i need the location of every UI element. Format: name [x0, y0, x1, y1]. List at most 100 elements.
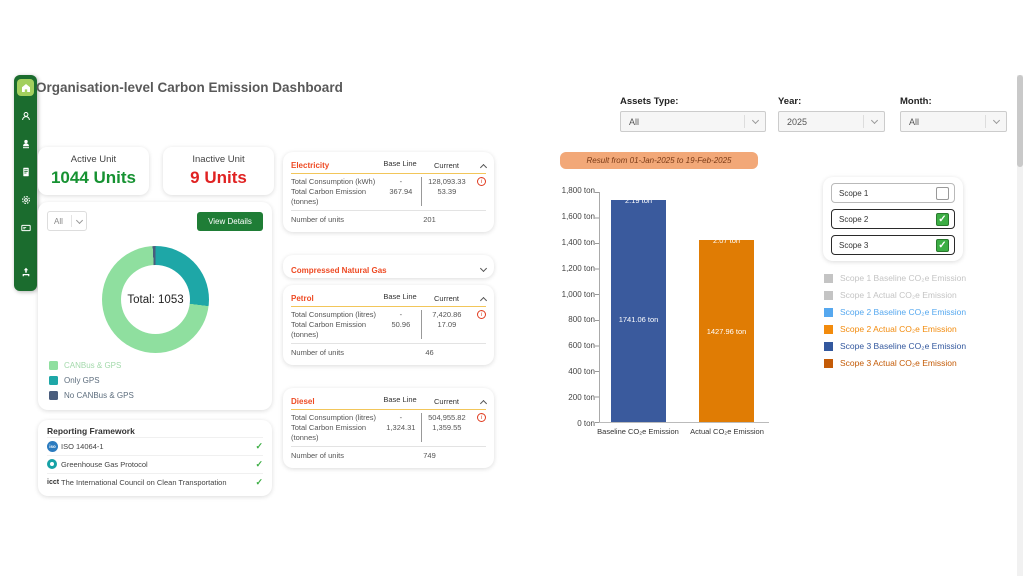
- collapse-chevron-icon[interactable]: [474, 292, 488, 305]
- assets-type-filter: Assets Type: All: [620, 96, 766, 132]
- current-consumption: 128,093.33: [428, 177, 466, 186]
- chevron-down-icon: [986, 116, 1006, 125]
- scope-2-toggle[interactable]: Scope 2: [831, 209, 955, 229]
- assets-type-label: Assets Type:: [620, 96, 679, 107]
- document-icon: [21, 167, 31, 177]
- page-title: Organisation-level Carbon Emission Dashb…: [36, 80, 343, 95]
- legend-swatch: [824, 273, 833, 283]
- settings-icon: [21, 195, 31, 205]
- view-details-button[interactable]: View Details: [197, 212, 263, 231]
- x-axis-line: [599, 422, 769, 423]
- panel-title: Petrol: [291, 294, 314, 303]
- year-value: 2025: [787, 116, 808, 127]
- legend-item-no-canbus: No CANBus & GPS: [49, 390, 134, 401]
- month-select[interactable]: All: [900, 111, 1007, 132]
- select-divider: [71, 215, 72, 227]
- chevron-down-icon: [745, 116, 765, 125]
- mail-icon: [20, 223, 31, 233]
- fuel-panel-diesel: Diesel Base Line Current Total Consumpti…: [283, 388, 494, 468]
- checkbox-unchecked-icon[interactable]: [936, 186, 949, 200]
- x-axis-label-actual: Actual CO₂e Emission: [690, 427, 764, 436]
- sidebar-item-assets[interactable]: [17, 135, 34, 152]
- consumption-label: Total Consumption (litres): [291, 310, 377, 319]
- unit-filter-select[interactable]: All: [47, 211, 87, 231]
- legend-swatch: [49, 391, 58, 400]
- assets-type-select[interactable]: All: [620, 111, 766, 132]
- legend-label: Only GPS: [64, 376, 100, 385]
- chevron-down-icon: [72, 216, 86, 225]
- year-select[interactable]: 2025: [778, 111, 885, 132]
- chart-legend-item: Scope 1 Baseline CO₂e Emission: [824, 272, 966, 284]
- sidebar-item-reports[interactable]: [17, 163, 34, 180]
- baseline-emission: 367.94: [389, 186, 413, 196]
- select-divider: [863, 115, 864, 128]
- column-baseline: Base Line: [383, 292, 417, 301]
- units-label: Number of units: [291, 215, 344, 225]
- sidebar-item-home[interactable]: [17, 79, 34, 96]
- checkbox-checked-icon[interactable]: [936, 238, 949, 252]
- scope-2-label: Scope 2: [839, 214, 869, 224]
- framework-label: Greenhouse Gas Protocol: [61, 459, 148, 469]
- legend-label: Scope 3 Baseline CO₂e Emission: [840, 341, 967, 351]
- fuel-panel-petrol: Petrol Base Line Current Total Consumpti…: [283, 285, 494, 365]
- emission-label: Total Carbon Emission (tonnes): [291, 319, 367, 339]
- sidebar-item-messages[interactable]: [17, 219, 34, 236]
- user-location-icon: [21, 139, 31, 149]
- legend-label: Scope 2 Actual CO₂e Emission: [840, 324, 957, 334]
- column-current: Current: [433, 294, 459, 303]
- scrollbar-track[interactable]: [1017, 75, 1023, 576]
- chart-legend-item: Scope 1 Actual CO₂e Emission: [824, 289, 957, 301]
- info-icon[interactable]: [474, 177, 486, 186]
- check-icon: [255, 477, 263, 488]
- assets-type-value: All: [629, 116, 640, 127]
- icct-logo-icon: icct: [47, 478, 60, 486]
- sidebar-item-settings[interactable]: [17, 191, 34, 208]
- baseline-emission: 1,324.31: [386, 422, 416, 432]
- sidebar-item-upload[interactable]: [17, 263, 34, 280]
- scrollbar-thumb[interactable]: [1017, 75, 1023, 167]
- scope-3-toggle[interactable]: Scope 3: [831, 235, 955, 255]
- collapse-chevron-icon[interactable]: [474, 159, 488, 172]
- month-value: All: [909, 116, 920, 127]
- year-filter: Year: 2025: [778, 96, 885, 132]
- panel-header: Diesel Base Line Current: [291, 395, 488, 410]
- emission-bar-chart: 2.19 ton 1741.06 ton 2.07 ton 1427.96 to…: [600, 192, 768, 422]
- legend-swatch: [49, 376, 58, 385]
- info-icon[interactable]: [474, 310, 486, 319]
- panel-rows: Total Consumption (litres) - 504,955.82 …: [291, 410, 486, 443]
- active-unit-value: 1044 Units: [50, 168, 137, 187]
- expand-chevron-icon[interactable]: [479, 260, 488, 278]
- units-label: Number of units: [291, 451, 344, 461]
- bar-top-label: 2.19 ton: [624, 199, 653, 205]
- scope-filter-card: Scope 1 Scope 2 Scope 3: [823, 177, 963, 261]
- scope-1-toggle[interactable]: Scope 1: [831, 183, 955, 203]
- panel-title: Diesel: [291, 397, 315, 406]
- sidebar: [14, 75, 37, 291]
- legend-swatch: [824, 290, 833, 300]
- panel-header: Electricity Base Line Current: [291, 159, 488, 174]
- collapse-chevron-icon[interactable]: [474, 395, 488, 408]
- select-divider: [744, 115, 745, 128]
- sidebar-item-users[interactable]: [17, 107, 34, 124]
- current-emission: 1,359.55: [432, 422, 462, 432]
- user-circle-icon: [21, 111, 31, 121]
- ghg-logo-icon: [47, 459, 61, 469]
- chart-legend-item: Scope 2 Actual CO₂e Emission: [824, 323, 957, 335]
- info-icon[interactable]: [474, 413, 486, 422]
- panel-title: Electricity: [291, 161, 330, 170]
- fuel-panel-electricity: Electricity Base Line Current Total Cons…: [283, 152, 494, 232]
- actual-emission-bar: 2.07 ton 1427.96 ton: [699, 239, 754, 422]
- units-label: Number of units: [291, 348, 344, 358]
- column-divider: [421, 177, 422, 207]
- checkbox-checked-icon[interactable]: [936, 212, 949, 226]
- bar-value-label: 1427.96 ton: [706, 327, 747, 337]
- column-current: Current: [433, 397, 459, 406]
- x-axis-label-baseline: Baseline CO₂e Emission: [597, 427, 679, 436]
- month-filter: Month: All: [900, 96, 1007, 132]
- framework-item-iso: iso ISO 14064-1: [47, 437, 263, 454]
- current-emission: 17.09: [437, 319, 457, 329]
- framework-label: The International Council on Clean Trans…: [61, 477, 227, 487]
- column-baseline: Base Line: [383, 395, 417, 404]
- panel-header: Petrol Base Line Current: [291, 292, 488, 307]
